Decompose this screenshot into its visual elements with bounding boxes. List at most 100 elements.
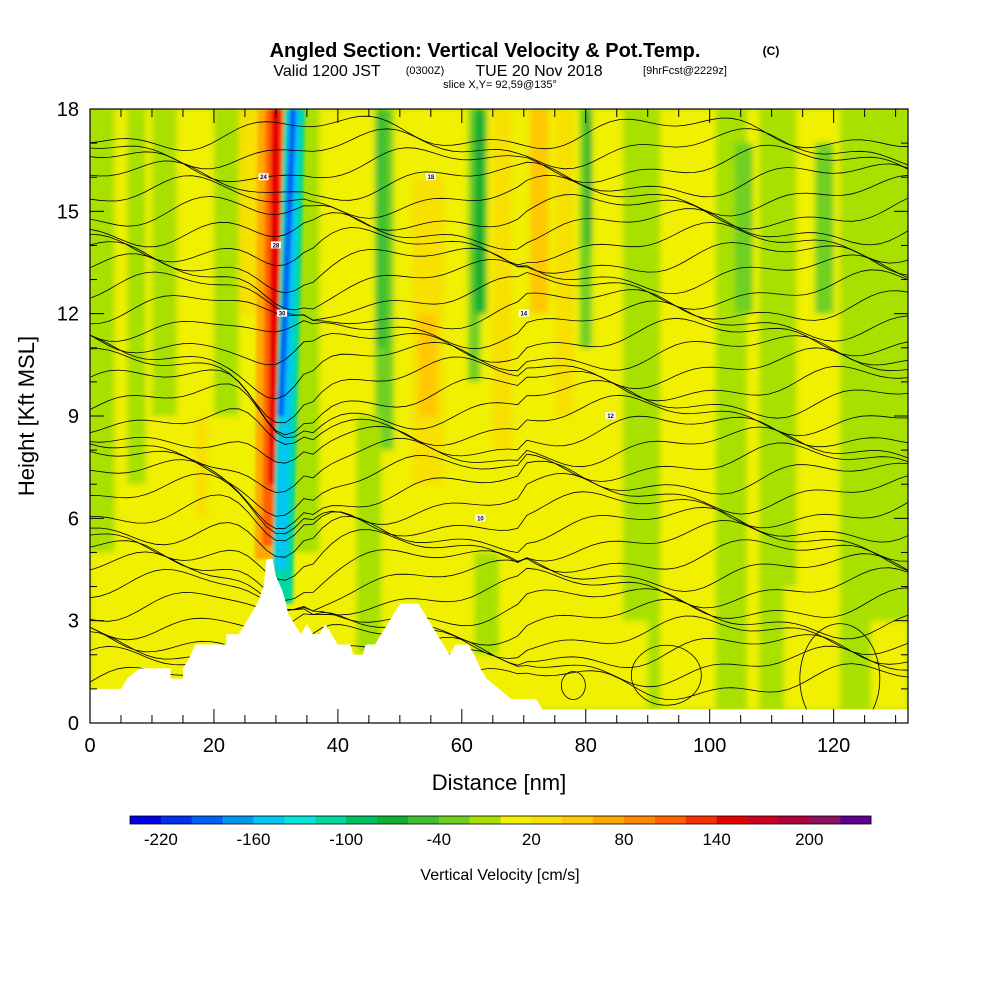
colorbar-swatch: [716, 816, 748, 824]
theta-label-text: 30: [279, 312, 286, 318]
x-tick-label: 100: [693, 735, 726, 757]
theta-contour-28: [90, 221, 908, 267]
y-tick-label: 0: [68, 713, 79, 735]
theta-label-bg: [277, 309, 288, 317]
theta-contour-11: [90, 491, 908, 542]
velocity-streak-9: [325, 109, 351, 416]
colorbar-swatch: [160, 816, 193, 824]
colorbar-tick-label: -100: [329, 830, 363, 849]
colorbar-swatch: [593, 816, 625, 824]
theta-contours: [90, 115, 908, 723]
theta-contour-34: [90, 128, 908, 170]
theta-contour-loop-1: [630, 644, 702, 706]
terrain-mask: [90, 559, 908, 723]
theta-label-text: 28: [273, 243, 280, 249]
y-tick-label: 9: [68, 406, 79, 428]
theta-contour-30: [90, 194, 908, 231]
x-axis: 0 20 40 60 80 100 120: [84, 109, 897, 757]
velocity-streak-19: [554, 109, 574, 416]
velocity-streak-33: [784, 586, 834, 710]
x-tick-label: 40: [327, 735, 349, 757]
colorbar-swatch: [624, 816, 656, 824]
theta-contour-26: [90, 253, 908, 311]
theta-contour-12: [90, 472, 908, 535]
y-tick-label: 12: [57, 304, 79, 326]
colorbar-swatch: [562, 816, 594, 824]
theta-contour-21: [90, 335, 908, 400]
colorbar-tick-label: -220: [144, 830, 178, 849]
theta-contour-18: [90, 380, 908, 439]
downdraft-core: [277, 109, 297, 416]
slice-info: slice X,Y= 92,59@135°: [443, 79, 557, 91]
colorbar-swatch: [778, 816, 810, 824]
theta-contour-32: [90, 160, 908, 201]
colorbar-swatch: [284, 816, 316, 824]
theta-contour-19: [90, 365, 908, 436]
colorbar-swatch: [500, 816, 532, 824]
theta-label-3: 18: [425, 173, 436, 181]
velocity-streak-23: [622, 109, 661, 710]
y-axis-label: Height [Kft MSL]: [14, 336, 39, 496]
theta-contour-15: [90, 426, 908, 493]
valid-prefix: Valid 1200 JST: [273, 63, 381, 80]
theta-label-text: 10: [477, 516, 484, 522]
velocity-streak-32: [523, 620, 648, 710]
colorbar-swatch: [438, 816, 470, 824]
colorbar-label: Vertical Velocity [cm/s]: [420, 867, 579, 884]
theta-contour-labels: 24 28 30 18 14 12 10: [258, 173, 616, 522]
x-tick-label: 20: [203, 735, 225, 757]
theta-label-text: 12: [607, 414, 614, 420]
velocity-streak-11: [375, 109, 388, 348]
velocity-streak-35: [356, 416, 382, 655]
theta-label-bg: [270, 241, 281, 249]
title-main: Angled Section: Vertical Velocity & Pot.…: [270, 40, 701, 62]
colorbar-swatch: [469, 816, 501, 824]
colorbar-tick-label: -40: [426, 830, 451, 849]
x-tick-label: 0: [84, 735, 95, 757]
colorbar-swatch: [253, 816, 285, 824]
convective-cores: [254, 109, 306, 604]
chart-subtitle: Valid 1200 JST (0300Z) TUE 20 Nov 2018 […: [273, 63, 727, 80]
theta-contour-loop-2: [560, 671, 586, 700]
velocity-streak-34: [474, 552, 499, 655]
x-tick-label: 60: [451, 735, 473, 757]
colorbar-swatch: [222, 816, 254, 824]
colorbar-swatch: [809, 816, 841, 824]
colorbar-swatch: [377, 816, 409, 824]
x-tick-label: 80: [575, 735, 597, 757]
colorbar-frame: [129, 815, 872, 825]
velocity-streak-21: [585, 109, 592, 246]
colorbar-tick-label: 80: [615, 830, 634, 849]
x-axis-label: Distance [nm]: [432, 770, 567, 795]
theta-contour-24: [90, 289, 908, 330]
theta-label-bg: [475, 514, 486, 522]
velocity-streak-17: [492, 109, 512, 451]
theta-contour-16: [90, 415, 908, 464]
colorbar-tick-label: 200: [795, 830, 823, 849]
y-tick-label: 6: [68, 508, 79, 530]
theta-contour-5: [90, 587, 908, 627]
velocity-streak-2: [127, 109, 146, 485]
colorbar-tick-label: 140: [702, 830, 730, 849]
colorbar-tick-label: 20: [522, 830, 541, 849]
velocity-streak-6: [213, 109, 239, 416]
theta-label-text: 24: [260, 175, 267, 181]
y-tick-label: 15: [57, 201, 79, 223]
downdraft-edge: [274, 109, 301, 570]
y-axis: 0 3 6 9 12 15 18: [57, 99, 908, 735]
theta-contour-7: [90, 551, 908, 612]
theta-contour-20: [90, 347, 908, 424]
theta-contour-6: [90, 567, 908, 616]
y-tick-label: 3: [68, 611, 79, 633]
velocity-streak-18: [529, 109, 549, 314]
velocity-streak-1: [90, 109, 115, 553]
theta-contour-17: [90, 394, 908, 446]
theta-contour-10: [90, 506, 908, 558]
chart-title: Angled Section: Vertical Velocity & Pot.…: [270, 40, 780, 62]
theta-label-2: 30: [277, 309, 288, 318]
velocity-streak-24: [672, 109, 704, 621]
velocity-streak-5: [195, 416, 208, 519]
theta-contour-23: [90, 300, 908, 350]
theta-label-text: 18: [427, 175, 434, 181]
